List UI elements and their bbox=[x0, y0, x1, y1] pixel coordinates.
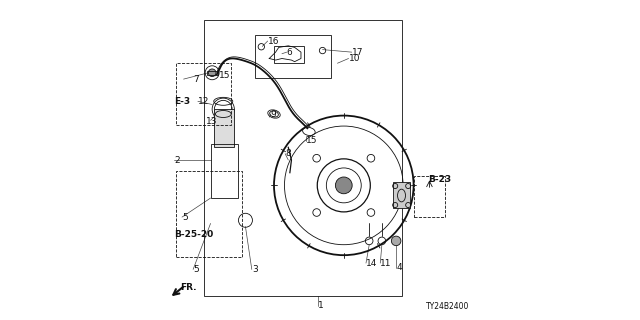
Text: 13: 13 bbox=[206, 117, 218, 126]
Text: 17: 17 bbox=[352, 48, 364, 57]
Circle shape bbox=[335, 177, 352, 194]
Bar bbox=[175, 63, 231, 125]
Text: E-3: E-3 bbox=[174, 97, 190, 106]
Text: 15: 15 bbox=[218, 71, 230, 80]
Text: B-25-20: B-25-20 bbox=[174, 230, 213, 239]
Text: FR.: FR. bbox=[180, 283, 197, 292]
Text: 16: 16 bbox=[268, 36, 279, 45]
Circle shape bbox=[392, 236, 401, 246]
Text: 7: 7 bbox=[193, 75, 199, 84]
Bar bbox=[204, 20, 403, 296]
Bar bbox=[175, 171, 243, 257]
Bar bbox=[255, 35, 331, 77]
Bar bbox=[211, 144, 237, 198]
Text: 2: 2 bbox=[174, 156, 180, 164]
Text: 3: 3 bbox=[252, 265, 257, 274]
Bar bbox=[214, 109, 234, 147]
Text: 15: 15 bbox=[306, 136, 317, 146]
Text: B-23: B-23 bbox=[428, 174, 451, 184]
Text: 8: 8 bbox=[285, 149, 291, 158]
Text: 10: 10 bbox=[349, 54, 360, 63]
Text: TY24B2400: TY24B2400 bbox=[426, 302, 469, 311]
Text: 9: 9 bbox=[271, 109, 276, 118]
Bar bbox=[413, 176, 445, 217]
Text: 11: 11 bbox=[380, 259, 392, 268]
Text: 5: 5 bbox=[182, 212, 188, 222]
Bar bbox=[207, 70, 218, 75]
Text: 14: 14 bbox=[366, 259, 378, 268]
Text: 6: 6 bbox=[287, 48, 292, 57]
Text: 1: 1 bbox=[319, 301, 324, 310]
Bar bbox=[274, 46, 304, 63]
Text: 5: 5 bbox=[193, 265, 199, 274]
Text: 4: 4 bbox=[396, 263, 402, 272]
Circle shape bbox=[209, 69, 216, 76]
Text: 12: 12 bbox=[198, 97, 209, 106]
Bar bbox=[393, 182, 410, 208]
